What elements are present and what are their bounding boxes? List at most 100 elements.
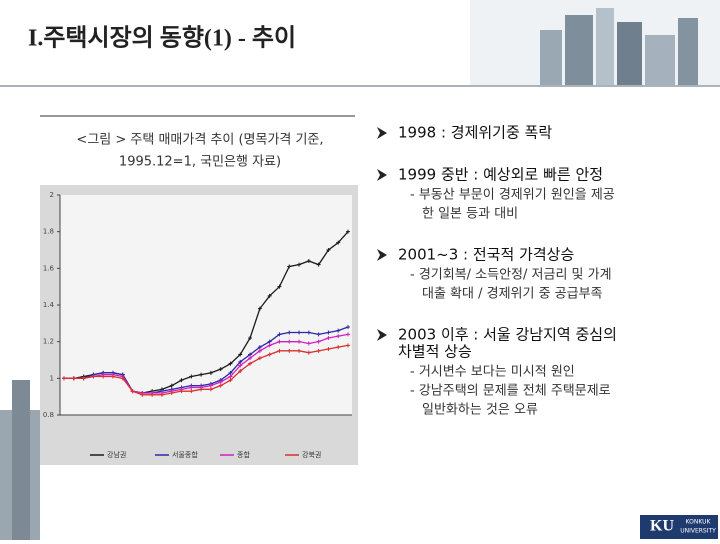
bullet-sub: 한 일본 등과 대비: [422, 207, 518, 222]
caption: 1995.12=1, 국민은행 자료): [119, 154, 281, 170]
y-tick-label: 0.8: [43, 411, 54, 419]
point: [346, 325, 350, 329]
point: [248, 352, 253, 357]
logo-box: [640, 515, 718, 539]
point: [277, 348, 282, 353]
point: [199, 372, 204, 377]
point: [238, 363, 243, 368]
point: [267, 343, 272, 348]
bullet-sub: - 부동산 부문이 경제위기 원인을 제공: [410, 188, 615, 203]
point: [120, 376, 125, 381]
bullet-sub: - 경기회복/ 소득안정/ 저금리 및 가계: [410, 268, 612, 283]
point: [267, 339, 272, 344]
point: [189, 389, 194, 394]
bullet-sub: 대출 확대 / 경제위기 중 공급부족: [422, 287, 603, 302]
point: [346, 229, 350, 234]
point: [228, 378, 233, 383]
bullet-heading: 1998 : 경제위기중 폭락: [398, 124, 552, 142]
point: [169, 391, 174, 395]
point: [218, 367, 223, 372]
point: [208, 370, 213, 375]
point: [287, 348, 292, 353]
point: [257, 348, 262, 353]
point: [267, 352, 272, 357]
y-tick-label: 1.2: [43, 338, 54, 346]
y-tick-label: 1.4: [43, 301, 55, 309]
point: [159, 392, 164, 397]
point: [277, 284, 282, 289]
point: [297, 348, 302, 353]
y-tick-label: 1: [50, 374, 54, 382]
bullet-sub: 일반화하는 것은 오류: [422, 403, 538, 418]
point: [238, 369, 243, 373]
bullet-arrow: [377, 169, 387, 181]
point: [306, 259, 311, 263]
point: [169, 383, 174, 388]
point: [91, 374, 96, 379]
point: [277, 332, 282, 337]
point: [326, 347, 331, 351]
bullet-heading: 1999 중반 : 예상외로 빠른 안정: [398, 166, 603, 184]
point: [336, 240, 341, 245]
point: [81, 376, 86, 381]
point: [306, 341, 311, 346]
point: [218, 383, 223, 388]
plot-area: [60, 195, 352, 415]
point: [326, 248, 331, 252]
point: [297, 339, 302, 344]
point: [326, 336, 331, 340]
point: [287, 264, 292, 269]
point: [316, 332, 321, 337]
point: [257, 356, 262, 361]
point: [316, 262, 321, 267]
y-tick-label: 2: [50, 191, 54, 199]
bullet-heading: 차별적 상승: [398, 343, 472, 361]
point: [277, 339, 282, 344]
point: [287, 339, 292, 344]
point: [326, 330, 331, 335]
point: [257, 345, 262, 350]
point: [179, 378, 184, 383]
point: [238, 352, 243, 357]
slide-title: I.주택시장의 동향(1) - 추이: [28, 25, 296, 52]
bullet-arrow: [377, 127, 387, 139]
point: [199, 387, 204, 392]
point: [150, 392, 155, 397]
point: [316, 348, 321, 353]
point: [257, 306, 262, 311]
point: [218, 380, 223, 384]
bullet-sub: - 거시변수 보다는 미시적 원인: [410, 365, 575, 380]
point: [297, 262, 302, 267]
point: [179, 389, 184, 394]
point: [287, 330, 292, 335]
bullet-heading: 2003 이후 : 서울 강남지역 중심의: [398, 326, 617, 344]
legend-label: 강남권: [107, 450, 126, 459]
point: [228, 370, 233, 375]
bullet-heading: 2001~3 : 전국적 가격상승: [398, 246, 574, 264]
point: [248, 336, 253, 340]
legend-label: 종합: [237, 450, 250, 459]
bullet-sub: - 강남주택의 문제를 전체 주택문제로: [410, 384, 611, 399]
point: [297, 330, 302, 335]
point: [189, 374, 194, 379]
point: [336, 334, 341, 339]
point: [71, 376, 76, 381]
point: [101, 374, 106, 379]
point: [306, 330, 311, 335]
bullet-arrow: [377, 329, 387, 341]
point: [189, 385, 194, 390]
point: [306, 350, 311, 355]
legend-label: 서울종합: [172, 450, 198, 459]
logo-mark: KU: [650, 518, 674, 535]
point: [248, 361, 253, 366]
logo-name: KONKUK: [686, 519, 712, 526]
point: [208, 387, 213, 392]
point: [238, 359, 243, 364]
point: [316, 339, 321, 344]
point: [228, 374, 233, 379]
legend-label: 강북권: [302, 450, 321, 459]
y-tick-label: 1.6: [43, 264, 55, 272]
